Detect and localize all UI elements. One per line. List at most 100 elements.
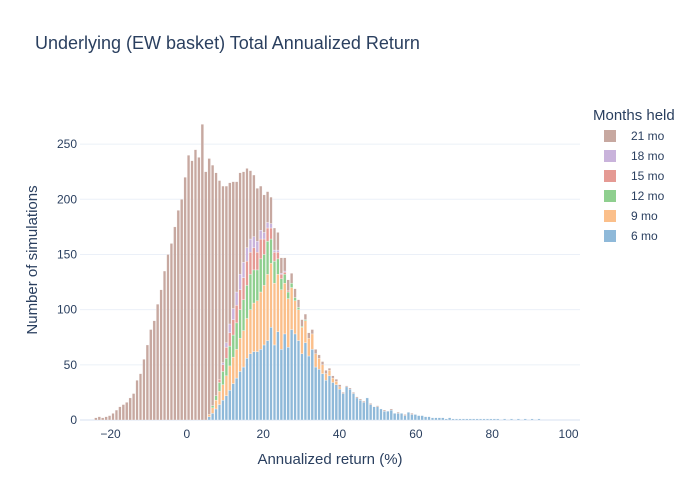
bar-6-mo: [341, 393, 345, 421]
bar-21-mo: [228, 182, 232, 325]
bar-6-mo: [396, 413, 400, 421]
bar-6-mo: [496, 418, 500, 421]
bar-6-mo: [211, 413, 215, 421]
bar-6-mo: [386, 411, 390, 421]
bar-18-mo: [272, 249, 276, 253]
bar-6-mo: [242, 366, 246, 421]
legend-label: 9 mo: [631, 209, 658, 223]
bar-9-mo: [242, 330, 246, 368]
legend-label: 18 mo: [631, 149, 665, 163]
bar-21-mo: [242, 171, 246, 263]
bar-6-mo: [362, 402, 366, 421]
bar-12-mo: [262, 254, 266, 286]
bar-21-mo: [382, 409, 386, 412]
bar-18-mo: [238, 274, 242, 290]
bar-21-mo: [193, 149, 197, 421]
bar-6-mo: [255, 351, 259, 421]
bar-6-mo: [238, 371, 242, 421]
bar-6-mo: [218, 404, 221, 421]
bar-6-mo: [400, 413, 404, 421]
bar-21-mo: [269, 196, 273, 224]
bar-21-mo: [248, 170, 252, 240]
bar-21-mo: [235, 181, 239, 293]
bar-9-mo: [248, 309, 252, 354]
bar-6-mo: [509, 418, 513, 421]
bar-21-mo: [362, 401, 366, 403]
y-tick-label: 100: [57, 303, 77, 317]
bar-6-mo: [259, 349, 263, 421]
bar-21-mo: [101, 417, 105, 421]
legend-label: 12 mo: [631, 189, 665, 203]
bar-21-mo: [293, 288, 297, 298]
bar-15-mo: [272, 252, 276, 262]
bar-21-mo: [290, 273, 294, 284]
legend-swatch: [604, 210, 616, 222]
bar-9-mo: [314, 353, 318, 368]
bar-21-mo: [190, 160, 194, 421]
bar-18-mo: [231, 308, 235, 320]
bar-21-mo: [224, 185, 228, 343]
bar-21-mo: [259, 185, 263, 231]
bar-18-mo: [235, 291, 239, 306]
bar-9-mo: [327, 370, 331, 377]
x-axis-ticks: −20 0 20 40 60 80 100: [100, 427, 579, 441]
bar-12-mo: [214, 395, 218, 401]
bar-15-mo: [238, 289, 242, 310]
bar-6-mo: [317, 369, 321, 421]
y-axis-title: Number of simulations: [24, 185, 41, 334]
bar-6-mo: [207, 416, 211, 421]
bar-12-mo: [300, 326, 304, 328]
bar-21-mo: [396, 412, 400, 414]
bar-21-mo: [108, 415, 112, 421]
bar-21-mo: [410, 413, 414, 415]
bar-9-mo: [221, 384, 225, 401]
bar-6-mo: [516, 418, 520, 421]
bar-6-mo: [297, 340, 301, 421]
bar-9-mo: [286, 298, 290, 348]
bar-6-mo: [430, 417, 434, 421]
bar-21-mo: [145, 344, 149, 421]
bar-15-mo: [262, 238, 266, 255]
bar-9-mo: [303, 320, 307, 343]
bar-21-mo: [221, 185, 225, 363]
bar-15-mo: [248, 252, 252, 275]
bar-6-mo: [448, 417, 452, 421]
legend: Months held 21 mo 18 mo 15 mo 12 mo 9 mo 6 mo: [593, 107, 675, 243]
bar-21-mo: [341, 392, 345, 394]
bar-9-mo: [218, 391, 221, 405]
x-tick-label: −20: [100, 427, 121, 441]
bar-9-mo: [235, 349, 239, 379]
bar-6-mo: [272, 344, 276, 421]
bar-21-mo: [183, 177, 187, 421]
bar-9-mo: [262, 285, 266, 346]
bar-12-mo: [259, 258, 263, 293]
bar-6-mo: [455, 418, 459, 421]
bar-18-mo: [224, 342, 228, 348]
bar-6-mo: [231, 383, 235, 421]
x-tick-label: 100: [559, 427, 579, 441]
bar-9-mo: [307, 338, 311, 357]
bar-18-mo: [266, 222, 270, 229]
bar-21-mo: [214, 172, 218, 396]
bar-15-mo: [218, 379, 221, 383]
legend-swatch: [604, 130, 616, 142]
bar-9-mo: [290, 287, 294, 330]
bar-21-mo: [197, 157, 201, 421]
bar-21-mo: [252, 174, 256, 237]
bar-9-mo: [317, 358, 321, 370]
bar-21-mo: [345, 385, 349, 388]
bar-6-mo: [321, 373, 325, 421]
bar-6-mo: [324, 380, 328, 421]
bar-6-mo: [468, 418, 472, 421]
bar-6-mo: [382, 411, 386, 421]
bar-21-mo: [272, 227, 276, 251]
legend-items: 21 mo 18 mo 15 mo 12 mo 9 mo 6 mo: [604, 129, 665, 243]
bar-21-mo: [94, 417, 98, 421]
bar-21-mo: [297, 299, 301, 308]
bar-18-mo: [279, 273, 283, 275]
bar-6-mo: [327, 375, 331, 421]
bar-21-mo: [314, 349, 318, 354]
bar-6-mo: [372, 406, 376, 421]
bar-9-mo: [224, 375, 228, 396]
